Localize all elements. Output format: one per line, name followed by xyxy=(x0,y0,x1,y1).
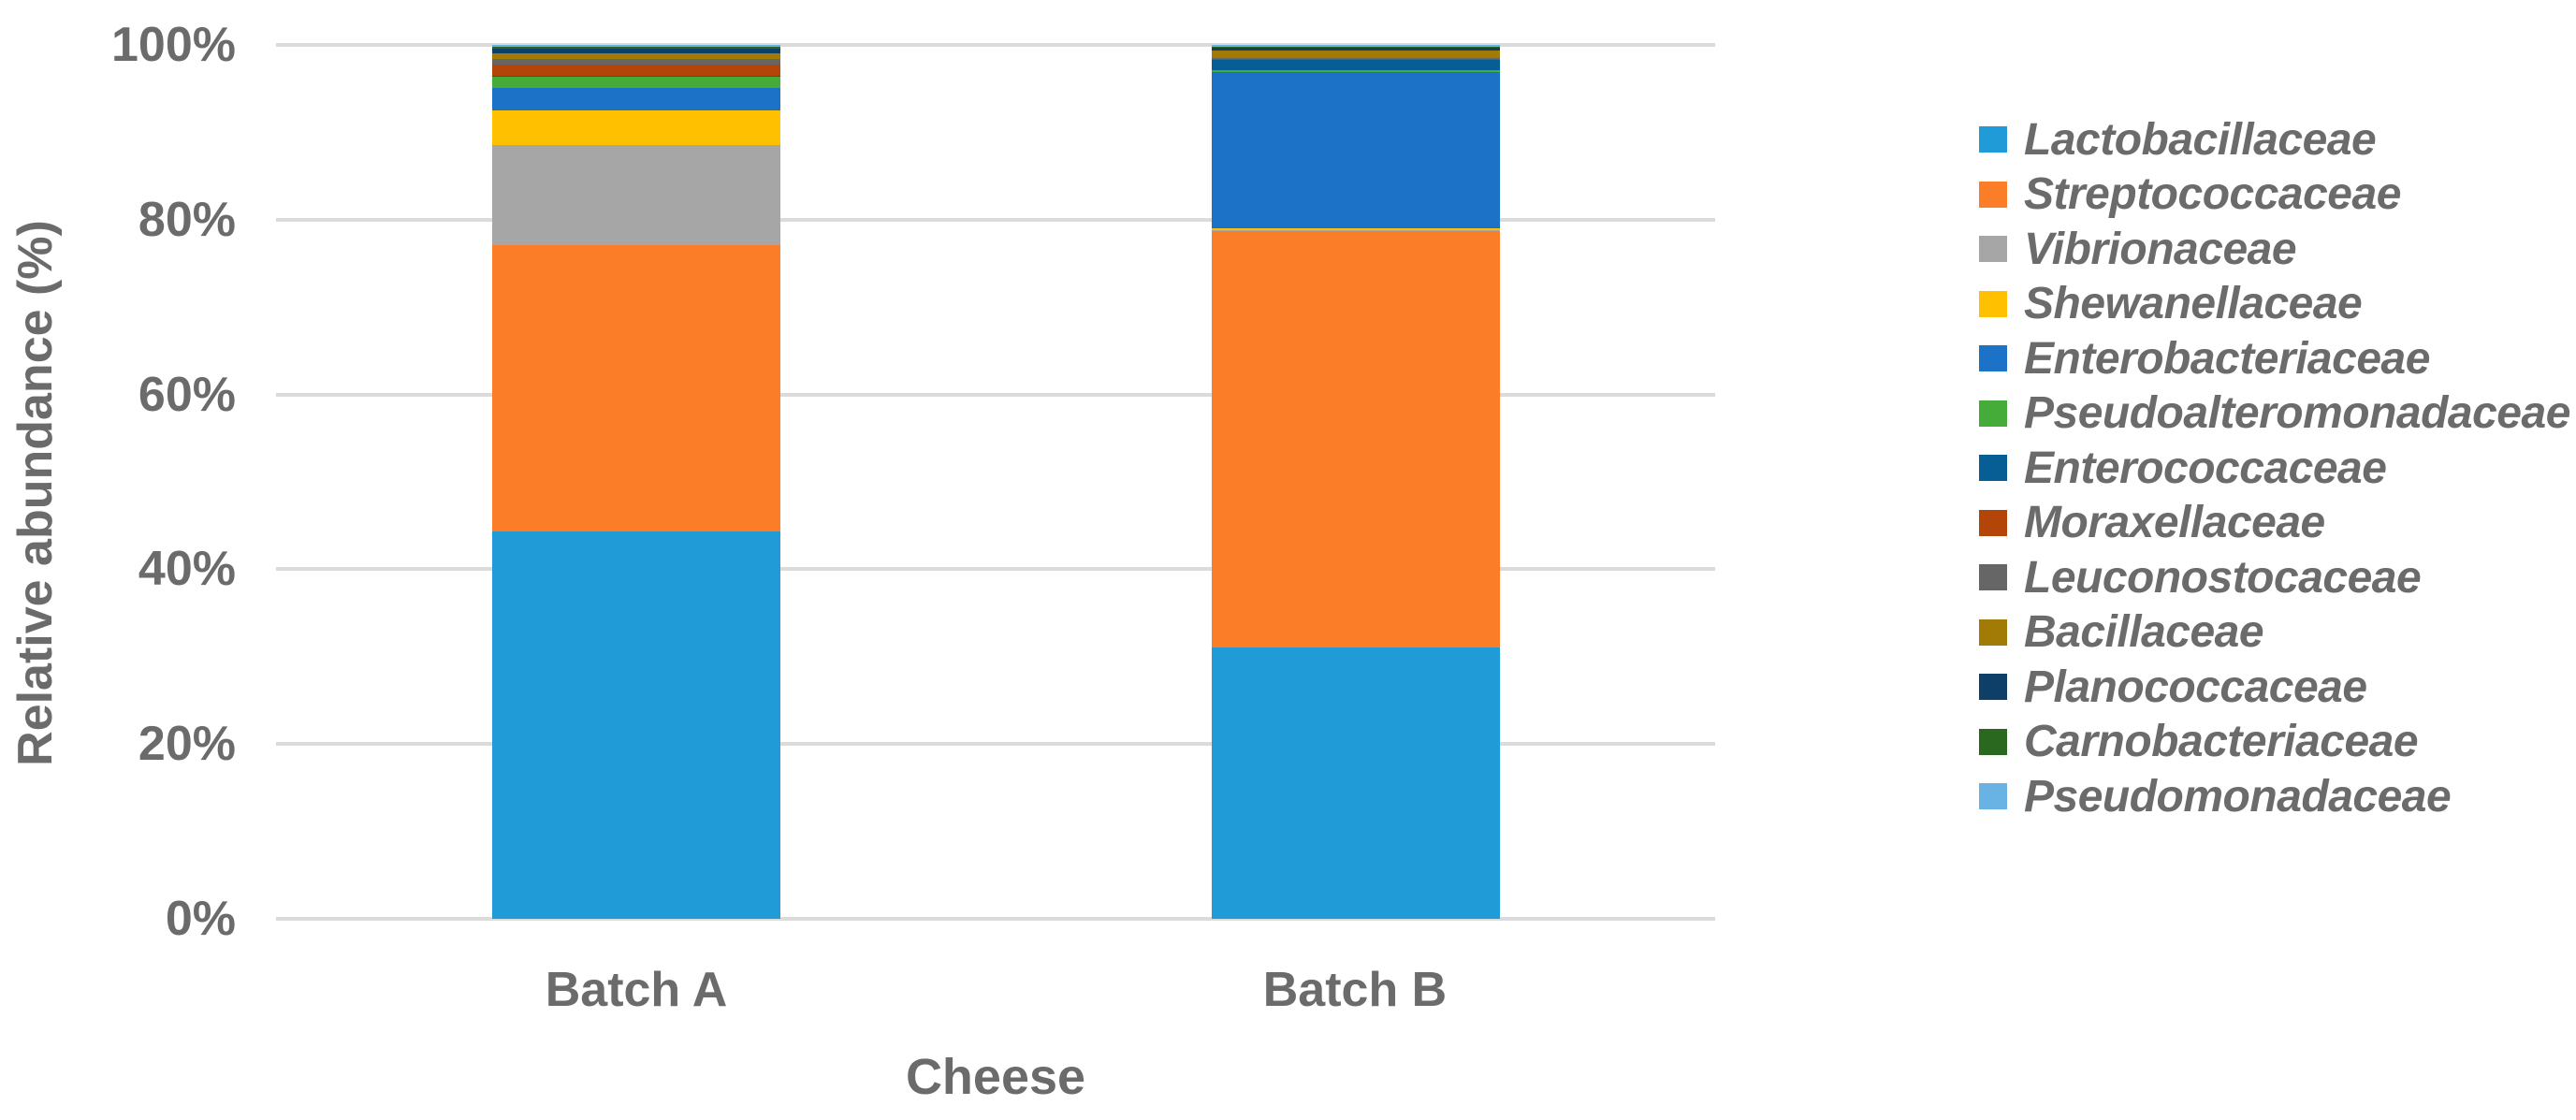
y-tick-label-20: 20% xyxy=(138,717,236,772)
gridline-100 xyxy=(276,43,1715,47)
bar-segment-batch-a-streptococcaceae xyxy=(491,244,780,532)
bar-segment-batch-b-enterococcaceae xyxy=(1211,59,1500,71)
gridline-20 xyxy=(276,742,1715,747)
bar-segment-batch-b-pseudomonadaceae xyxy=(1211,45,1500,47)
legend-swatch-carnobacteriaceae xyxy=(1979,728,2007,755)
bar-segment-batch-b-streptococcaceae xyxy=(1211,230,1500,648)
gridline-80 xyxy=(276,217,1715,222)
legend-label-streptococcaceae: Streptococcaceae xyxy=(2024,169,2401,220)
bar-segment-batch-b-planococcaceae xyxy=(1211,47,1500,51)
legend-label-shewanellaceae: Shewanellaceae xyxy=(2024,279,2363,329)
legend-label-vibrionaceae: Vibrionaceae xyxy=(2024,224,2297,274)
legend-item-pseudoalteromonadaceae: Pseudoalteromonadaceae xyxy=(1979,386,2570,442)
bar-segment-batch-a-bacillaceae xyxy=(491,53,780,59)
x-axis-title: Cheese xyxy=(905,1049,1086,1105)
gridline-0 xyxy=(276,917,1715,921)
x-tick-label-batch-a: Batch A xyxy=(545,963,728,1017)
y-tick-label-80: 80% xyxy=(138,192,236,247)
bar-segment-batch-a-moraxellaceae xyxy=(491,64,780,76)
legend-swatch-pseudomonadaceae xyxy=(1979,783,2007,810)
bar-segment-batch-b-enterobacteriaceae xyxy=(1211,72,1500,229)
bar-segment-batch-a-planococcaceae xyxy=(491,48,780,54)
legend: Lactobacillaceae Streptococcaceae Vibriona… xyxy=(1979,112,2570,824)
legend-swatch-lactobacillaceae xyxy=(1979,126,2007,153)
y-tick-label-100: 100% xyxy=(111,18,236,72)
bar-segment-batch-a-enterobacteriaceae xyxy=(491,87,780,111)
legend-item-shewanellaceae: Shewanellaceae xyxy=(1979,277,2570,332)
bar-segment-batch-a-lactobacillaceae xyxy=(491,531,780,919)
legend-label-lactobacillaceae: Lactobacillaceae xyxy=(2024,114,2377,165)
bar-segment-batch-b-leuconostocaceae xyxy=(1211,58,1500,60)
bar-segment-batch-a-leuconostocaceae xyxy=(491,59,780,65)
legend-label-pseudoalteromonadaceae: Pseudoalteromonadaceae xyxy=(2024,388,2570,439)
y-tick-label-40: 40% xyxy=(138,542,236,597)
legend-swatch-vibrionaceae xyxy=(1979,236,2007,263)
legend-item-carnobacteriaceae: Carnobacteriaceae xyxy=(1979,715,2570,770)
y-tick-label-0: 0% xyxy=(165,892,236,946)
legend-item-planococcaceae: Planococcaceae xyxy=(1979,660,2570,715)
legend-label-leuconostocaceae: Leuconostocaceae xyxy=(2024,552,2422,603)
legend-label-enterococcaceae: Enterococcaceae xyxy=(2024,443,2387,493)
bar-segment-batch-b-moraxellaceae xyxy=(1211,59,1500,60)
legend-item-enterococcaceae: Enterococcaceae xyxy=(1979,441,2570,496)
bar-segment-batch-b-vibrionaceae xyxy=(1211,230,1500,231)
legend-item-leuconostocaceae: Leuconostocaceae xyxy=(1979,550,2570,605)
x-tick-label-batch-b: Batch B xyxy=(1262,963,1448,1017)
bar-batch-a xyxy=(491,45,780,919)
legend-item-streptococcaceae: Streptococcaceae xyxy=(1979,167,2570,223)
legend-item-bacillaceae: Bacillaceae xyxy=(1979,605,2570,661)
legend-label-bacillaceae: Bacillaceae xyxy=(2024,607,2264,658)
legend-swatch-moraxellaceae xyxy=(1979,509,2007,536)
y-tick-label-60: 60% xyxy=(138,367,236,422)
legend-label-moraxellaceae: Moraxellaceae xyxy=(2024,498,2325,548)
bar-segment-batch-a-shewanellaceae xyxy=(491,110,780,146)
legend-swatch-streptococcaceae xyxy=(1979,181,2007,208)
legend-label-planococcaceae: Planococcaceae xyxy=(2024,662,2367,712)
legend-label-carnobacteriaceae: Carnobacteriaceae xyxy=(2024,717,2419,767)
bar-segment-batch-b-shewanellaceae xyxy=(1211,228,1500,231)
bar-segment-batch-a-carnobacteriaceae xyxy=(491,46,780,49)
bar-segment-batch-a-pseudomonadaceae xyxy=(491,45,780,47)
legend-swatch-enterococcaceae xyxy=(1979,455,2007,482)
legend-swatch-planococcaceae xyxy=(1979,674,2007,701)
legend-item-moraxellaceae: Moraxellaceae xyxy=(1979,496,2570,551)
legend-label-enterobacteriaceae: Enterobacteriaceae xyxy=(2024,333,2430,384)
legend-item-vibrionaceae: Vibrionaceae xyxy=(1979,222,2570,277)
legend-swatch-leuconostocaceae xyxy=(1979,564,2007,591)
bar-segment-batch-b-pseudoalteromonadaceae xyxy=(1211,70,1500,72)
bar-segment-batch-b-lactobacillaceae xyxy=(1211,647,1500,919)
bar-batch-b xyxy=(1211,45,1500,919)
legend-swatch-pseudoalteromonadaceae xyxy=(1979,400,2007,427)
bar-segment-batch-a-enterococcaceae xyxy=(491,75,780,77)
y-axis-title: Relative abundance (%) xyxy=(8,220,63,766)
legend-item-lactobacillaceae: Lactobacillaceae xyxy=(1979,112,2570,167)
bar-segment-batch-b-bacillaceae xyxy=(1211,50,1500,59)
bar-segment-batch-a-vibrionaceae xyxy=(491,145,780,245)
legend-swatch-bacillaceae xyxy=(1979,618,2007,646)
bar-segment-batch-b-carnobacteriaceae xyxy=(1211,46,1500,48)
bar-segment-batch-a-pseudoalteromonadaceae xyxy=(491,76,780,88)
legend-label-pseudomonadaceae: Pseudomonadaceae xyxy=(2024,771,2452,822)
legend-item-pseudomonadaceae: Pseudomonadaceae xyxy=(1979,769,2570,824)
gridline-40 xyxy=(276,567,1715,572)
legend-item-enterobacteriaceae: Enterobacteriaceae xyxy=(1979,331,2570,386)
legend-swatch-shewanellaceae xyxy=(1979,290,2007,317)
gridline-60 xyxy=(276,392,1715,397)
legend-swatch-enterobacteriaceae xyxy=(1979,345,2007,372)
